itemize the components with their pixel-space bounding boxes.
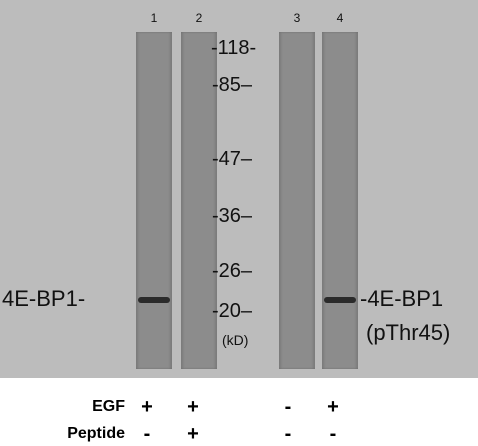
peptide-lane-3-sign: - (284, 423, 292, 445)
lane-number-4: 4 (336, 11, 344, 25)
band-lane-1 (138, 297, 170, 303)
lane-3 (279, 32, 315, 369)
lane-number-2: 2 (195, 11, 203, 25)
peptide-lane-2-sign: + (187, 423, 199, 445)
marker-20: -20– (212, 300, 253, 322)
peptide-lane-1-sign: - (143, 423, 151, 445)
right-protein-label: -4E-BP1 (360, 286, 444, 311)
lane-4 (322, 32, 358, 369)
lane-number-1: 1 (150, 11, 158, 25)
marker-85: -85– (212, 74, 253, 96)
marker-unit: (kD) (222, 332, 249, 348)
marker-26: -26– (212, 260, 253, 282)
row-label-egf: EGF (92, 398, 125, 415)
egf-lane-1-sign: + (141, 396, 153, 418)
right-protein-modification: (pThr45) (366, 320, 451, 345)
row-label-peptide: Peptide (67, 425, 125, 442)
lane-1 (136, 32, 172, 369)
marker-118: -118- (211, 37, 257, 59)
marker-36: -36– (212, 205, 253, 227)
band-lane-4 (324, 297, 356, 303)
western-blot-image: 1 2 3 4 -118- -85– -47– -36– -26– -20– (… (0, 0, 478, 378)
peptide-lane-4-sign: - (329, 423, 337, 445)
lane-2 (181, 32, 217, 369)
lane-number-3: 3 (293, 11, 301, 25)
egf-lane-3-sign: - (284, 396, 292, 418)
left-protein-label: 4E-BP1- (2, 286, 86, 311)
egf-lane-2-sign: + (187, 396, 199, 418)
egf-lane-4-sign: + (327, 396, 339, 418)
marker-47: -47– (212, 148, 253, 170)
